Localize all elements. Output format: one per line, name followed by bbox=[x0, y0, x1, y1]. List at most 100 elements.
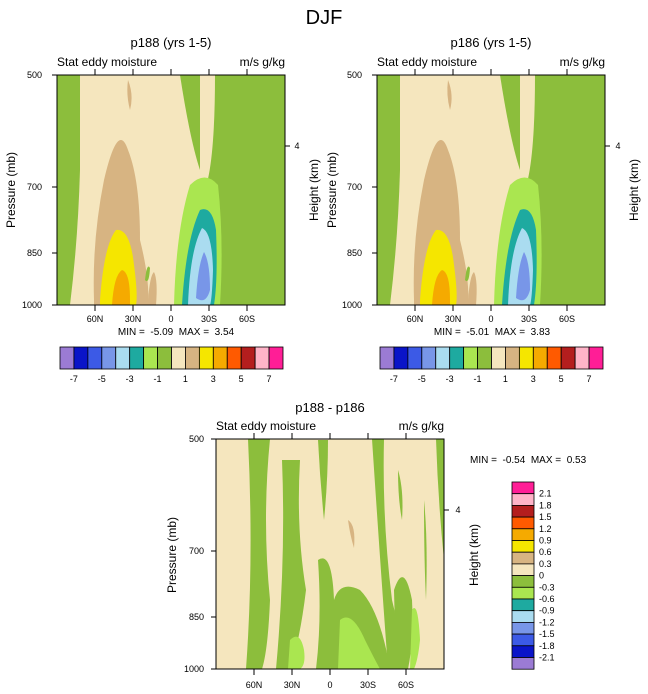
colorbar-label: 7 bbox=[267, 374, 272, 384]
colorbar-label: 1.2 bbox=[539, 524, 552, 534]
y-tick-label: 1000 bbox=[342, 300, 362, 310]
colorbar-label: -1.8 bbox=[539, 641, 555, 651]
y-tick-label: 850 bbox=[27, 248, 42, 258]
colorbar-swatch bbox=[511, 622, 535, 635]
colorbar-swatch bbox=[59, 346, 75, 370]
y-tick-label: 500 bbox=[27, 70, 42, 80]
x-tick-label: 0 bbox=[168, 314, 173, 324]
colorbar-swatch bbox=[511, 551, 535, 565]
panel-title: p188 - p186 bbox=[295, 400, 364, 415]
y2-axis: 4 Height (km) bbox=[605, 141, 641, 221]
colorbar-label: -0.9 bbox=[539, 606, 555, 616]
colorbar-label: -1.5 bbox=[539, 629, 555, 639]
colorbar-label: 5 bbox=[559, 374, 564, 384]
colorbar-label: 0 bbox=[539, 571, 544, 581]
colorbar-label: 7 bbox=[587, 374, 592, 384]
colorbar-label: 1.8 bbox=[539, 500, 552, 510]
colorbar-label: -2.1 bbox=[539, 653, 555, 663]
panel-title: p186 (yrs 1-5) bbox=[451, 35, 532, 50]
x-tick-label: 30N bbox=[445, 314, 462, 324]
x-axis: 60N 30N 0 30S 60S bbox=[407, 69, 575, 324]
colorbar-label: 1.5 bbox=[539, 512, 552, 522]
colorbar-panel-2: -7 -5 -3 -1 1 3 5 7 bbox=[379, 346, 604, 384]
colorbar-label: 1 bbox=[183, 374, 188, 384]
colorbar-swatch bbox=[546, 346, 562, 370]
y-tick-label: 500 bbox=[347, 70, 362, 80]
colorbar-swatch bbox=[171, 346, 186, 370]
colorbar-swatch bbox=[198, 346, 214, 370]
colorbar-label: 2.1 bbox=[539, 489, 552, 499]
colorbar-label: 0.6 bbox=[539, 547, 552, 557]
y2-tick-label: 4 bbox=[294, 141, 299, 151]
colorbar-swatch bbox=[511, 493, 535, 506]
colorbar-swatch bbox=[511, 516, 535, 530]
left-string: Stat eddy moisture bbox=[216, 419, 316, 433]
x-tick-label: 60N bbox=[407, 314, 424, 324]
colorbar-label: -5 bbox=[98, 374, 106, 384]
colorbar-label: -0.3 bbox=[539, 582, 555, 592]
x-tick-label: 30S bbox=[360, 680, 376, 690]
y-tick-label: 1000 bbox=[22, 300, 42, 310]
x-tick-label: 0 bbox=[488, 314, 493, 324]
min-max-stats: MIN = -5.01 MAX = 3.83 bbox=[434, 327, 551, 338]
colorbar-swatch bbox=[511, 586, 535, 600]
colorbar-swatch bbox=[511, 540, 535, 553]
min-max-stats: MIN = -5.09 MAX = 3.54 bbox=[118, 327, 235, 338]
colorbar-swatch bbox=[379, 346, 395, 370]
colorbar-swatch bbox=[463, 346, 478, 370]
colorbar-swatch bbox=[240, 346, 256, 370]
x-axis: 60N 30N 0 30S 60S bbox=[87, 69, 255, 324]
colorbar-label: -3 bbox=[126, 374, 134, 384]
y2-tick-label: 4 bbox=[455, 505, 460, 515]
colorbar-swatch bbox=[505, 346, 520, 370]
colorbar-swatch bbox=[449, 346, 465, 370]
colorbar-label: 1 bbox=[503, 374, 508, 384]
y2-axis-title: Height (km) bbox=[467, 524, 481, 586]
colorbar-swatch bbox=[421, 346, 437, 370]
colorbar-swatch bbox=[407, 346, 423, 370]
colorbar-swatch bbox=[518, 346, 534, 370]
y2-axis: 4 Height (km) bbox=[285, 141, 321, 221]
colorbar-label: 0.9 bbox=[539, 536, 552, 546]
y-tick-label: 850 bbox=[347, 248, 362, 258]
x-tick-label: 60S bbox=[559, 314, 575, 324]
y-tick-label: 700 bbox=[189, 546, 204, 556]
x-tick-label: 30S bbox=[521, 314, 537, 324]
colorbar-swatch bbox=[157, 346, 172, 370]
x-tick-label: 60S bbox=[398, 680, 414, 690]
x-tick-label: 60N bbox=[87, 314, 104, 324]
y-axis-title: Pressure (mb) bbox=[325, 152, 339, 228]
colorbar-swatch bbox=[226, 346, 242, 370]
panel-p186: p186 (yrs 1-5) Stat eddy moisture m/s g/… bbox=[325, 35, 641, 338]
page-title: DJF bbox=[306, 7, 343, 29]
right-string: m/s g/kg bbox=[240, 55, 285, 69]
colorbar-label: 5 bbox=[239, 374, 244, 384]
colorbar-label: -1 bbox=[154, 374, 162, 384]
y-tick-label: 700 bbox=[347, 182, 362, 192]
colorbar-swatch bbox=[511, 481, 535, 495]
colorbar-swatch bbox=[532, 346, 548, 370]
colorbar-swatch bbox=[143, 346, 158, 370]
colorbar-swatch bbox=[254, 346, 270, 370]
colorbar-swatch bbox=[491, 346, 506, 370]
y-tick-label: 500 bbox=[189, 434, 204, 444]
colorbar-swatch bbox=[511, 504, 535, 518]
y-axis-title: Pressure (mb) bbox=[4, 152, 18, 228]
right-string: m/s g/kg bbox=[560, 55, 605, 69]
x-tick-label: 60S bbox=[239, 314, 255, 324]
contour-field bbox=[57, 75, 285, 305]
colorbar-swatch bbox=[511, 598, 535, 612]
colorbar-swatch bbox=[477, 346, 492, 370]
colorbar-label: -3 bbox=[446, 374, 454, 384]
colorbar-label: -1.2 bbox=[539, 617, 555, 627]
colorbar-swatch bbox=[588, 346, 604, 370]
left-string: Stat eddy moisture bbox=[377, 55, 477, 69]
y-axis: 500 700 850 1000 Pressure (mb) bbox=[325, 70, 377, 310]
colorbar-swatch bbox=[511, 633, 535, 647]
y2-axis-title: Height (km) bbox=[627, 159, 641, 221]
x-tick-label: 60N bbox=[246, 680, 263, 690]
y-tick-label: 850 bbox=[189, 612, 204, 622]
colorbar-swatch bbox=[115, 346, 131, 370]
colorbar-swatch bbox=[511, 645, 535, 658]
panel-p188: p188 (yrs 1-5) Stat eddy moisture m/s g/… bbox=[4, 35, 321, 338]
